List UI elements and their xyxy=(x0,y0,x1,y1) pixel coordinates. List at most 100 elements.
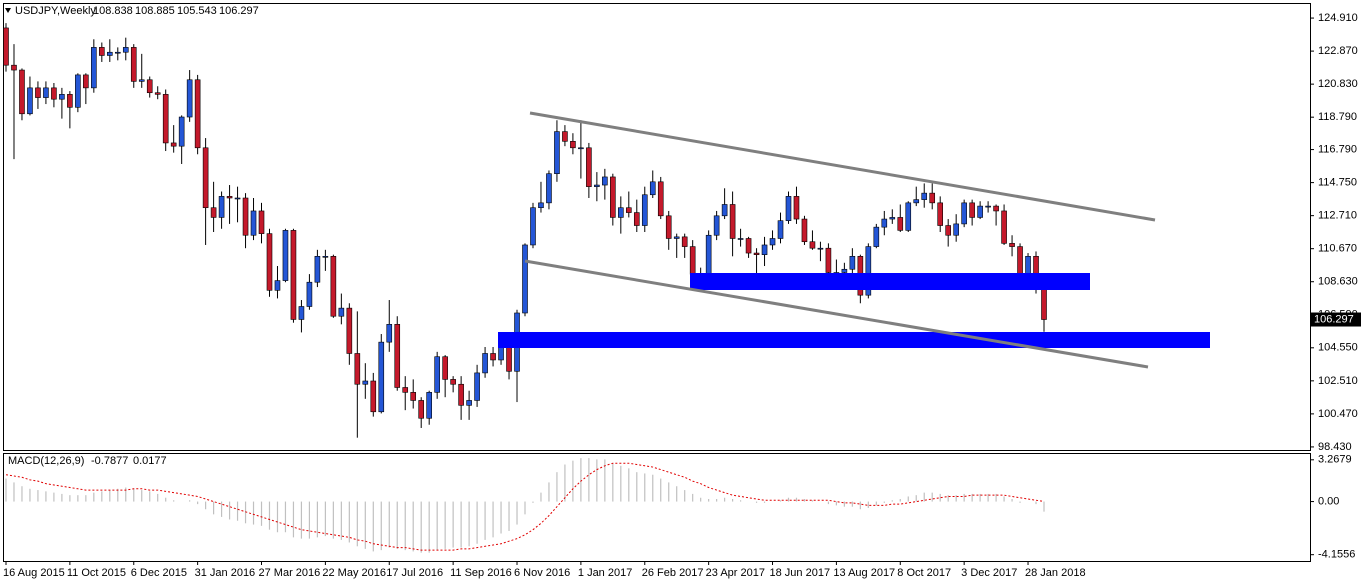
x-tick-label: 6 Nov 2016 xyxy=(514,567,570,579)
candle-body xyxy=(641,194,648,226)
candle-body xyxy=(729,204,736,239)
candle-body xyxy=(554,131,560,175)
candle-body xyxy=(905,202,912,231)
low-value: 105.543 xyxy=(177,5,217,17)
candle-body xyxy=(602,176,608,186)
x-tick-label: 1 Jan 2017 xyxy=(578,567,632,579)
candle-body xyxy=(689,246,696,275)
candle-body xyxy=(402,387,409,393)
candle-body xyxy=(929,192,936,204)
y-tick-label: 98.430 xyxy=(1318,441,1352,453)
y-tick-label: 3.2679 xyxy=(1318,454,1352,466)
candle-body xyxy=(578,147,584,150)
candle-body xyxy=(705,234,712,277)
candle-body xyxy=(466,400,472,406)
candle-body xyxy=(282,230,289,281)
candle-body xyxy=(346,307,353,354)
y-tick-label: 102.510 xyxy=(1318,375,1358,387)
y-tick-label: 118.790 xyxy=(1318,111,1357,123)
candle-body xyxy=(769,238,776,246)
candle-body xyxy=(442,356,448,380)
candle-body xyxy=(474,372,480,401)
candle-body xyxy=(19,69,25,115)
price-tag-label: 106.297 xyxy=(1314,313,1354,325)
candle-body xyxy=(410,392,417,401)
candle-body xyxy=(937,202,944,226)
candle-body xyxy=(298,306,305,320)
candle-body xyxy=(753,252,760,255)
candle-body xyxy=(162,94,169,144)
x-tick-label: 6 Dec 2015 xyxy=(131,567,187,579)
candle-body xyxy=(713,215,720,236)
candle-body xyxy=(394,324,401,388)
x-tick-label: 26 Feb 2017 xyxy=(642,567,704,579)
candle-body xyxy=(322,255,329,258)
candle-body xyxy=(234,197,241,200)
menu-arrow[interactable] xyxy=(5,8,11,13)
candle-body xyxy=(170,142,177,147)
candle-body xyxy=(610,176,616,218)
x-tick-label: 3 Dec 2017 xyxy=(961,567,1017,579)
candle-body xyxy=(657,181,664,217)
candle-body xyxy=(330,255,337,317)
y-tick-label: 116.790 xyxy=(1318,143,1357,155)
candle-body xyxy=(122,47,129,53)
y-tick-label: 104.550 xyxy=(1318,342,1358,354)
symbol-title: USDJPY,Weekly xyxy=(15,5,96,17)
candle-body xyxy=(3,27,9,66)
candle-body xyxy=(993,205,999,212)
candle-body xyxy=(841,268,848,273)
candle-body xyxy=(11,64,17,71)
candle-body xyxy=(897,217,904,231)
candle-body xyxy=(785,196,792,221)
candle-body xyxy=(242,197,249,236)
candle-body xyxy=(649,181,656,196)
candle-body xyxy=(1009,243,1015,247)
signal-value: 0.0177 xyxy=(133,455,167,467)
candle-body xyxy=(977,205,983,218)
candle-body xyxy=(737,238,744,240)
candle-body xyxy=(450,379,456,385)
candle-body xyxy=(506,345,512,372)
candle-body xyxy=(114,51,121,54)
candle-body xyxy=(913,199,920,204)
y-tick-label: 108.630 xyxy=(1318,276,1358,288)
candle-body xyxy=(985,205,991,208)
candle-body xyxy=(51,87,57,100)
open-value: 108.838 xyxy=(93,5,133,17)
candle-body xyxy=(1001,210,1007,244)
candle-body xyxy=(138,79,145,82)
candle-body xyxy=(801,218,808,243)
candle-body xyxy=(618,207,624,218)
candle-body xyxy=(745,238,752,254)
x-tick-label: 13 Aug 2017 xyxy=(833,567,895,579)
candle-body xyxy=(538,202,544,209)
candle-body xyxy=(83,74,89,89)
candle-body xyxy=(154,92,161,95)
candle-body xyxy=(75,74,81,108)
candle-body xyxy=(625,207,632,213)
x-tick-label: 22 May 2016 xyxy=(322,567,386,579)
price-panel-frame xyxy=(3,3,1311,451)
candle-body xyxy=(370,380,377,413)
candle-body xyxy=(482,353,488,374)
candle-body xyxy=(562,131,568,142)
candle-body xyxy=(865,246,872,296)
y-tick-label: -4.1556 xyxy=(1318,549,1355,561)
candle-body xyxy=(226,196,233,199)
candle-body xyxy=(314,255,321,283)
candle-body xyxy=(921,192,928,200)
candle-body xyxy=(338,307,345,317)
candle-body xyxy=(130,47,137,82)
support-zone xyxy=(690,273,1090,290)
candle-body xyxy=(107,51,113,56)
candle-body xyxy=(274,280,281,291)
x-tick-label: 17 Jul 2016 xyxy=(386,567,443,579)
candle-body xyxy=(210,207,217,218)
candle-body xyxy=(586,147,592,187)
candle-body xyxy=(673,236,680,239)
candle-body xyxy=(362,380,369,385)
x-tick-label: 11 Oct 2015 xyxy=(67,567,126,579)
